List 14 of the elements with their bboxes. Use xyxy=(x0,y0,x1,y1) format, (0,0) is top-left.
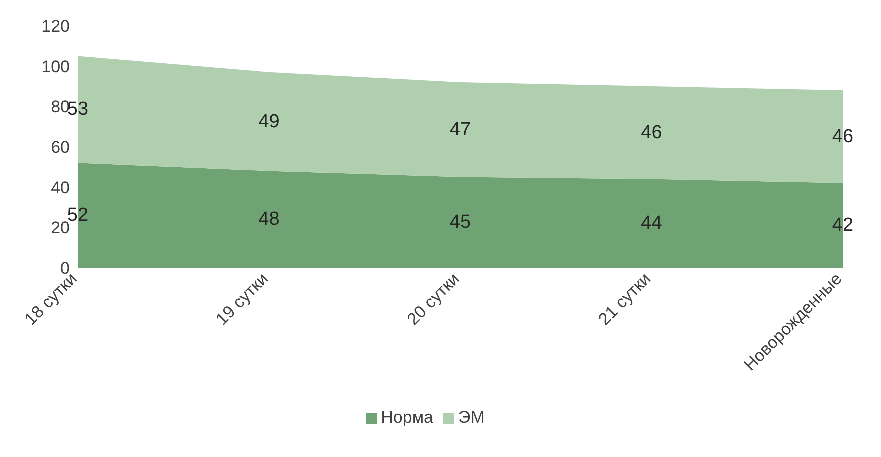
y-tick-label: 40 xyxy=(51,178,70,198)
data-label: 46 xyxy=(832,126,854,148)
data-label: 53 xyxy=(67,99,89,120)
data-label: 49 xyxy=(258,111,280,132)
data-label: 47 xyxy=(450,119,472,140)
y-tick-label: 100 xyxy=(42,57,70,76)
y-tick-label: 80 xyxy=(51,98,70,117)
legend-label: Норма xyxy=(381,408,434,427)
y-tick-label: 60 xyxy=(51,138,70,158)
y-tick-label: 0 xyxy=(60,259,70,278)
y-tick-label: 20 xyxy=(51,218,70,238)
data-label: 46 xyxy=(641,122,662,144)
y-tick-label: 120 xyxy=(42,17,70,36)
legend-label: ЭМ xyxy=(458,408,485,427)
